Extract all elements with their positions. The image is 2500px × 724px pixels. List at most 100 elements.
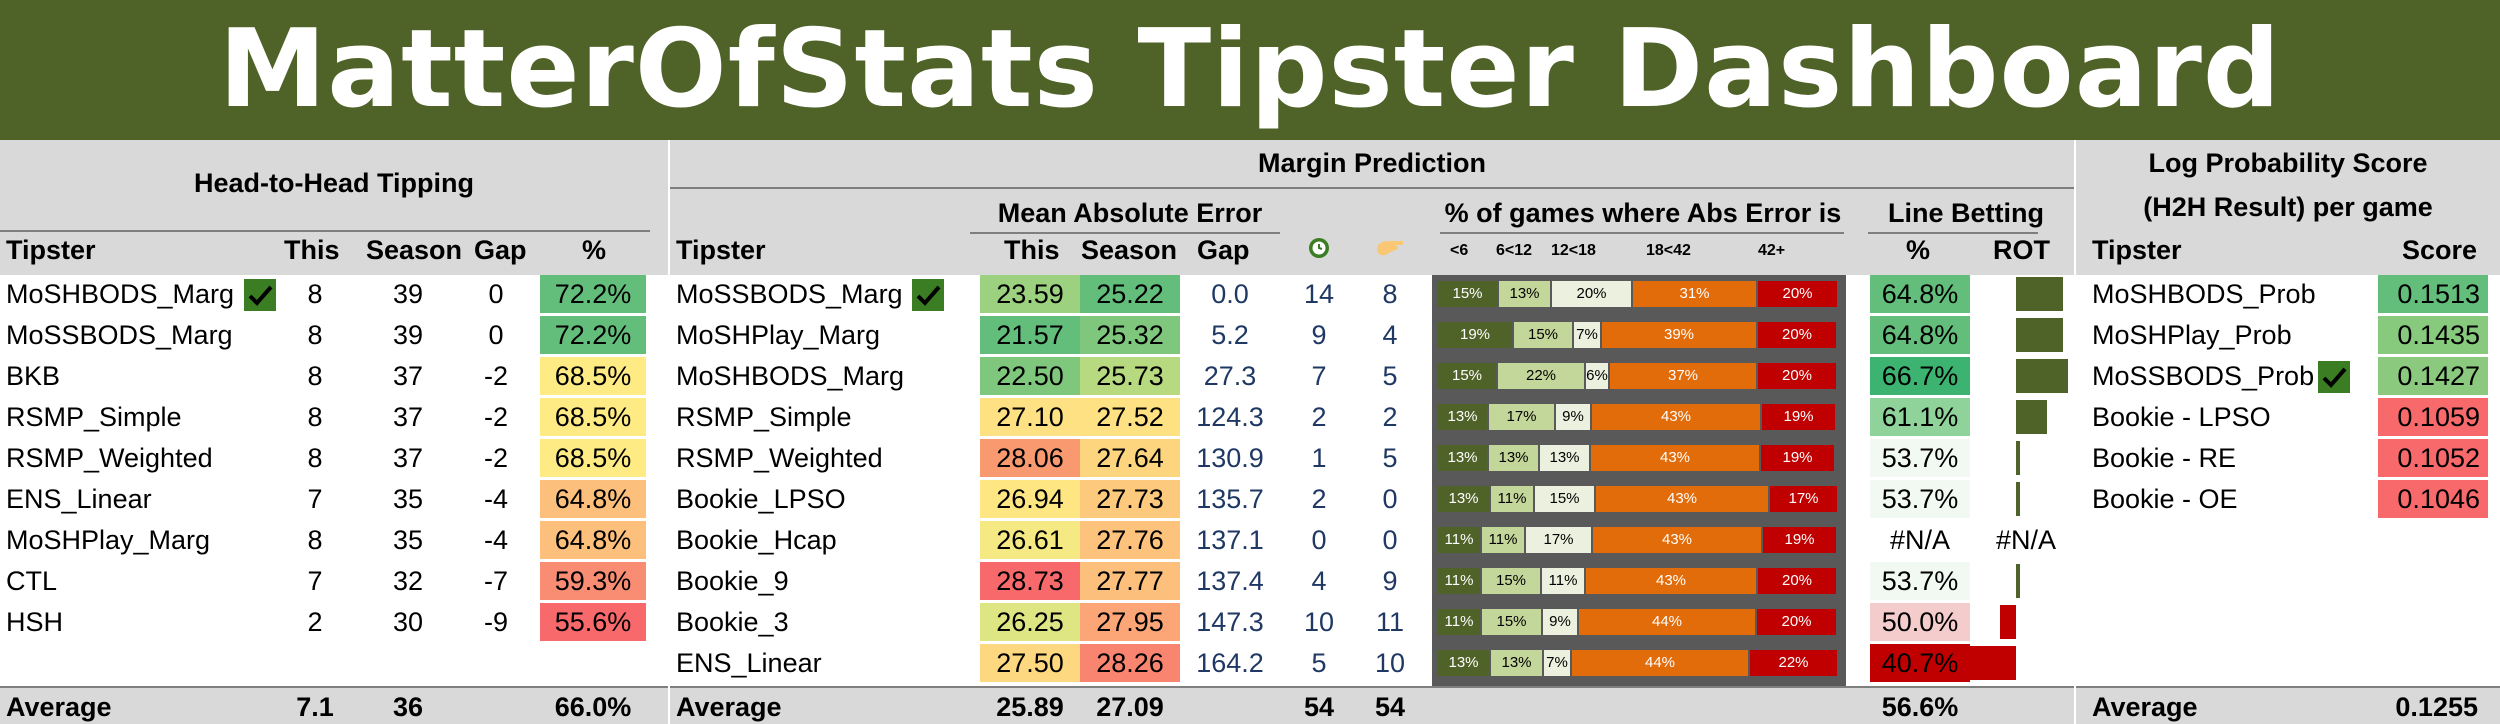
margin-tipster: Bookie_3	[676, 607, 789, 637]
logprob-tipster: MoSHPlay_Prob	[2092, 320, 2292, 350]
h2h-pct: 64.8%	[540, 480, 646, 518]
h2h-col-gap: Gap	[474, 235, 527, 265]
abs-error-segment: 7%	[1574, 322, 1600, 348]
h2h-season: 37	[392, 361, 424, 391]
margin-avg-c2: 54	[1374, 692, 1406, 722]
logprob-score: 0.1052	[2378, 439, 2488, 477]
margin-row: Bookie_3 26.25 27.95 147.3 10 11 11% 15% 9% 44% 20…	[670, 603, 2074, 641]
h2h-row: MoSHPlay_Marg 8 35 -4 64.8%	[0, 521, 668, 559]
line-pct: 64.8%	[1870, 275, 1970, 313]
h2h-gap: -4	[483, 484, 508, 514]
margin-row: ENS_Linear 27.50 28.26 164.2 5 10 13% 13% 7% 44% 2…	[670, 644, 2074, 682]
logprob-col-score: Score	[2402, 235, 2478, 265]
abs-error-segment: 44%	[1579, 609, 1755, 635]
h2h-gap: -2	[483, 402, 508, 432]
margin-c1: 0	[1311, 525, 1327, 555]
line-pct: #N/A	[1870, 521, 1970, 559]
h2h-season: 30	[392, 607, 424, 637]
logprob-col-tipster: Tipster	[2092, 235, 2182, 265]
abs-error-segment: 11%	[1438, 609, 1480, 635]
margin-c1: 4	[1311, 566, 1327, 596]
abs-error-segment: 17%	[1526, 527, 1591, 553]
margin-tipster: ENS_Linear	[676, 648, 822, 678]
margin-gap: 135.7	[1196, 484, 1264, 514]
h2h-tipster: CTL	[6, 566, 58, 596]
abs-error-segment: 13%	[1489, 445, 1538, 471]
margin-col-gap: Gap	[1197, 235, 1250, 265]
margin-tipster: MoSHBODS_Marg	[676, 361, 905, 391]
h2h-this: 2	[307, 607, 323, 637]
margin-this: 27.10	[980, 398, 1080, 436]
margin-c1: 1	[1311, 443, 1327, 473]
abs-error-segment: 15%	[1482, 568, 1540, 594]
h2h-this: 7	[307, 484, 323, 514]
h2h-tipster: BKB	[6, 361, 61, 391]
logprob-row: Bookie - LPSO 0.1059	[2076, 398, 2500, 436]
margin-season: 25.22	[1080, 275, 1180, 313]
rot-bar	[2016, 482, 2020, 516]
h2h-tipster: MoSHBODS_Marg	[6, 279, 235, 309]
abs-error-segment: 19%	[1761, 445, 1834, 471]
line-pct: 53.7%	[1870, 562, 1970, 600]
h2h-pct: 68.5%	[540, 398, 646, 436]
margin-average-row: Average 25.89 27.09 54 54 56.6%	[670, 686, 2074, 724]
mae-title: Mean Absolute Error	[997, 198, 1263, 228]
rot-bar-negative	[1964, 646, 2016, 680]
abs-col-5: 42+	[1758, 242, 1786, 259]
abs-error-segment: 19%	[1763, 527, 1836, 553]
margin-col-season: Season	[1081, 235, 1178, 265]
h2h-panel: Head-to-Head Tipping Tipster This Season…	[0, 140, 668, 724]
margin-tipster: MoSSBODS_Marg	[676, 279, 903, 309]
logprob-tipster: Bookie - LPSO	[2092, 402, 2271, 432]
abs-error-segment: 11%	[1491, 486, 1533, 512]
check-icon	[912, 279, 944, 311]
h2h-this: 8	[307, 279, 323, 309]
margin-c1: 7	[1311, 361, 1327, 391]
margin-row: Bookie_LPSO 26.94 27.73 135.7 2 0 13% 11% 15% 43%…	[670, 480, 2074, 518]
logprob-row: Bookie - OE 0.1046	[2076, 480, 2500, 518]
hand-icon	[1375, 237, 1405, 259]
abs-error-segment: 43%	[1592, 404, 1760, 430]
margin-c2: 0	[1382, 525, 1398, 555]
abs-error-segment: 13%	[1438, 445, 1487, 471]
rot-bar	[2016, 359, 2068, 393]
abs-error-segment: 13%	[1491, 650, 1542, 676]
abs-col-3: 12<18	[1551, 242, 1596, 259]
abs-error-segment: 15%	[1482, 609, 1541, 635]
h2h-row: HSH 2 30 -9 55.6%	[0, 603, 668, 641]
abs-error-segment: 17%	[1770, 486, 1837, 512]
abs-error-segment: 43%	[1591, 445, 1759, 471]
margin-gap: 130.9	[1196, 443, 1264, 473]
line-pct: 53.7%	[1870, 439, 1970, 477]
rot-bar-negative	[2000, 605, 2016, 639]
h2h-col-pct: %	[582, 235, 607, 265]
h2h-avg-pct: 66.0%	[554, 692, 632, 722]
logprob-title-2: (H2H Result) per game	[2143, 192, 2433, 222]
h2h-this: 8	[307, 402, 323, 432]
abs-error-segment: 43%	[1593, 527, 1761, 553]
logprob-tipster: Bookie - RE	[2092, 443, 2237, 473]
abs-error-segment: 20%	[1758, 568, 1836, 594]
h2h-row: MoSSBODS_Marg 8 39 0 72.2%	[0, 316, 668, 354]
abs-error-segment: 15%	[1438, 281, 1497, 307]
margin-tipster: MoSHPlay_Marg	[676, 320, 881, 350]
margin-season: 27.52	[1080, 398, 1180, 436]
margin-tipster: Bookie_LPSO	[676, 484, 846, 514]
h2h-season: 35	[392, 525, 424, 555]
margin-title: Margin Prediction	[1257, 148, 1487, 178]
margin-c2: 5	[1382, 443, 1398, 473]
abs-error-segment: 15%	[1514, 322, 1572, 348]
h2h-this: 8	[307, 361, 323, 391]
h2h-gap: -2	[483, 361, 508, 391]
margin-col-tipster: Tipster	[676, 235, 766, 265]
abs-error-segment: 11%	[1438, 527, 1480, 553]
logprob-tipster: MoSHBODS_Prob	[2092, 279, 2316, 309]
h2h-col-season: Season	[366, 235, 463, 265]
margin-season: 28.26	[1080, 644, 1180, 682]
margin-tipster: RSMP_Simple	[676, 402, 852, 432]
line-pct: 53.7%	[1870, 480, 1970, 518]
h2h-season: 37	[392, 402, 424, 432]
clock-icon	[1308, 237, 1330, 259]
rot-bar	[2016, 318, 2063, 352]
logprob-row: Bookie - RE 0.1052	[2076, 439, 2500, 477]
